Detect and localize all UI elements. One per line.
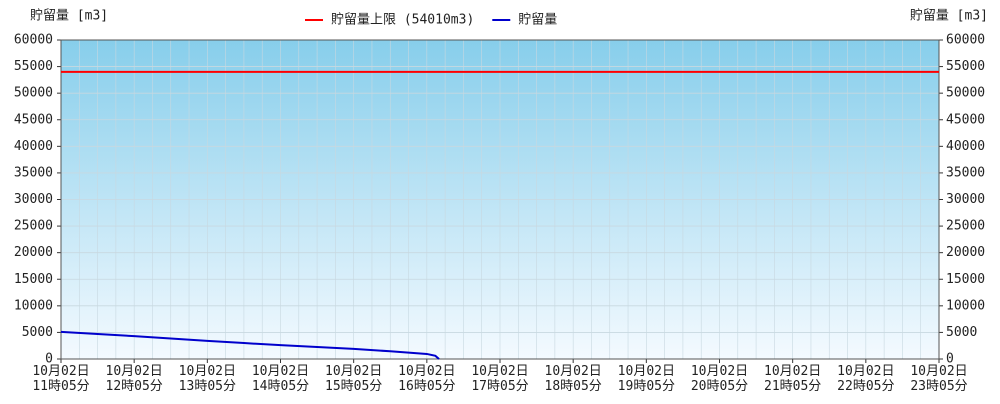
x-tick-label: 10月02日 17時05分 [471, 364, 528, 394]
x-tick-label-line: 13時05分 [179, 379, 236, 394]
y2-tick-label: 0 [946, 352, 954, 367]
x-tick-label-line: 23時05分 [910, 379, 967, 394]
y2-tick-label: 20000 [946, 245, 985, 260]
y-axis-label: 貯留量 [m3] [30, 9, 108, 24]
x-tick-label-line: 15時05分 [325, 379, 382, 394]
y-tick-label: 30000 [14, 192, 53, 207]
x-tick-label-line: 10月02日 [471, 364, 528, 379]
x-tick-label: 10月02日 22時05分 [837, 364, 894, 394]
y2-tick-label: 55000 [946, 59, 985, 74]
x-tick-label-line: 10月02日 [252, 364, 309, 379]
y2-tick-label: 15000 [946, 272, 985, 287]
x-tick-label: 10月02日 19時05分 [618, 364, 675, 394]
x-tick-label-line: 10月02日 [691, 364, 748, 379]
x-tick-label-line: 10月02日 [764, 364, 821, 379]
y-tick-label: 40000 [14, 139, 53, 154]
y-tick-label: 60000 [14, 33, 53, 48]
y-tick-label: 50000 [14, 86, 53, 101]
y2-tick-label: 35000 [946, 165, 985, 180]
x-tick-label-line: 10月02日 [618, 364, 675, 379]
x-tick-label: 10月02日 13時05分 [179, 364, 236, 394]
y2-tick-label: 30000 [946, 192, 985, 207]
x-tick-label: 10月02日 11時05分 [32, 364, 89, 394]
y-tick-label: 35000 [14, 165, 53, 180]
y-tick-label: 0 [45, 352, 53, 367]
x-tick-label: 10月02日 20時05分 [691, 364, 748, 394]
y2-tick-label: 10000 [946, 298, 985, 313]
x-tick-label-line: 10月02日 [32, 364, 89, 379]
x-tick-label-line: 10月02日 [179, 364, 236, 379]
y2-tick-label: 40000 [946, 139, 985, 154]
y2-axis-label: 貯留量 [m3] [910, 9, 988, 24]
x-tick-label-line: 18時05分 [545, 379, 602, 394]
x-tick-label-line: 10月02日 [910, 364, 967, 379]
y-tick-label: 25000 [14, 219, 53, 234]
y-tick-label: 20000 [14, 245, 53, 260]
x-tick-label-line: 20時05分 [691, 379, 748, 394]
y2-tick-label: 25000 [946, 219, 985, 234]
x-tick-label: 10月02日 12時05分 [106, 364, 163, 394]
y2-tick-label: 50000 [946, 86, 985, 101]
x-tick-label-line: 16時05分 [398, 379, 455, 394]
y2-tick-label: 45000 [946, 112, 985, 127]
y-tick-label: 55000 [14, 59, 53, 74]
series-line [60, 330, 440, 360]
y-tick-label: 45000 [14, 112, 53, 127]
x-tick-label: 10月02日 16時05分 [398, 364, 455, 394]
x-tick-label: 10月02日 14時05分 [252, 364, 309, 394]
x-tick-label: 10月02日 21時05分 [764, 364, 821, 394]
legend-label: 貯留量上限 (54010m3) [331, 13, 474, 28]
x-tick-label-line: 10月02日 [398, 364, 455, 379]
y2-tick-label: 5000 [946, 325, 977, 340]
x-tick-label-line: 14時05分 [252, 379, 309, 394]
y-tick-label: 15000 [14, 272, 53, 287]
y-tick-label: 10000 [14, 298, 53, 313]
x-tick-label-line: 17時05分 [471, 379, 528, 394]
x-tick-label-line: 10月02日 [106, 364, 163, 379]
y2-tick-label: 60000 [946, 33, 985, 48]
x-tick-label-line: 19時05分 [618, 379, 675, 394]
y-tick-label: 5000 [22, 325, 53, 340]
x-tick-label: 10月02日 15時05分 [325, 364, 382, 394]
x-tick-label-line: 11時05分 [32, 379, 89, 394]
x-tick-label-line: 10月02日 [545, 364, 602, 379]
x-tick-label-line: 21時05分 [764, 379, 821, 394]
legend-label: 貯留量 [518, 13, 557, 28]
x-tick-label-line: 12時05分 [106, 379, 163, 394]
x-tick-label: 10月02日 18時05分 [545, 364, 602, 394]
x-tick-label-line: 10月02日 [837, 364, 894, 379]
x-tick-label: 10月02日 23時05分 [910, 364, 967, 394]
x-tick-label-line: 22時05分 [837, 379, 894, 394]
plot-border [60, 39, 940, 360]
x-tick-label-line: 10月02日 [325, 364, 382, 379]
